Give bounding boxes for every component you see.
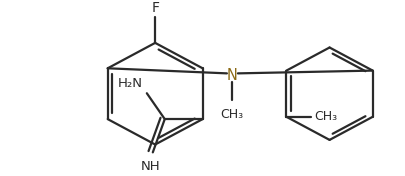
Text: NH: NH bbox=[141, 160, 160, 173]
Text: H₂N: H₂N bbox=[117, 77, 143, 90]
Text: CH₃: CH₃ bbox=[220, 108, 243, 121]
Text: F: F bbox=[151, 1, 159, 15]
Text: CH₃: CH₃ bbox=[313, 110, 337, 123]
Text: N: N bbox=[226, 68, 237, 83]
